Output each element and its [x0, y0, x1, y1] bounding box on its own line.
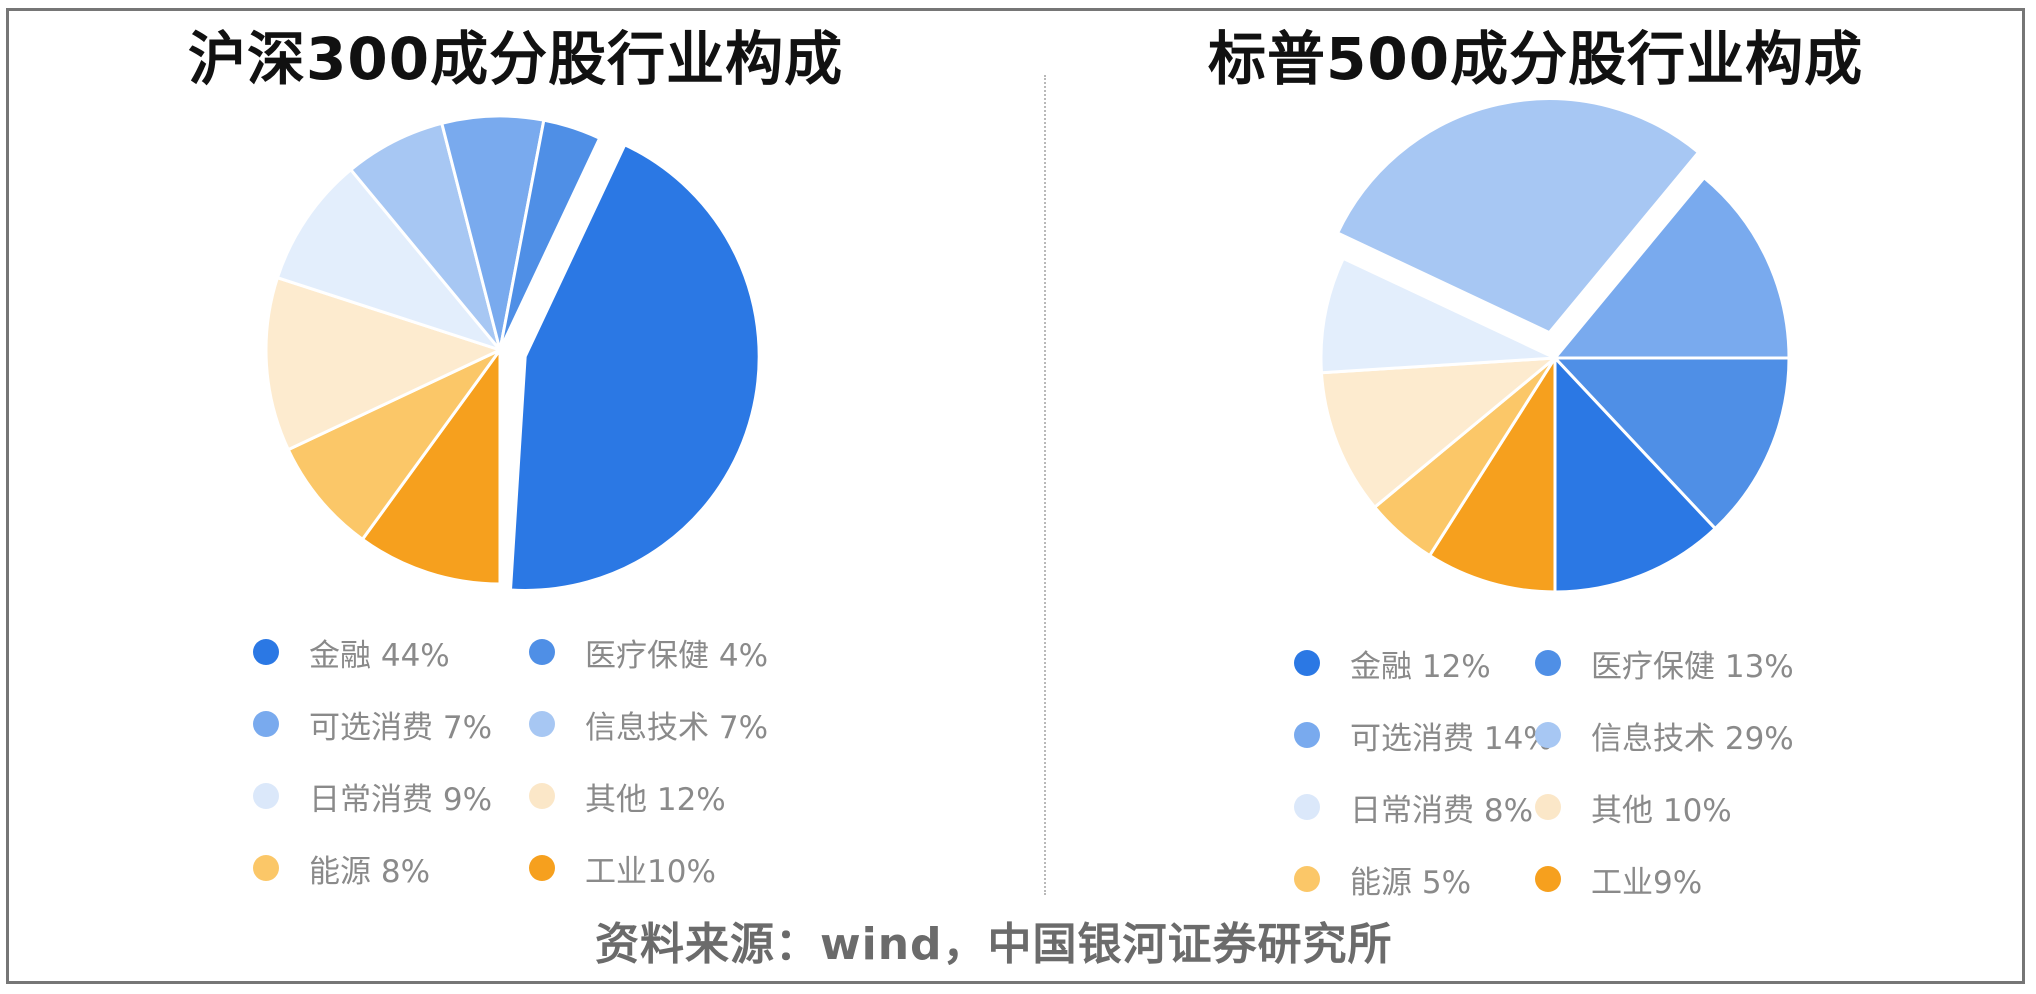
- legend-label: 工业9%: [1591, 864, 1703, 901]
- pie-slice: [440, 114, 546, 352]
- legend-label: 日常消费 8%: [1350, 792, 1534, 829]
- legend-dot-icon: [253, 639, 279, 665]
- legend-dot-icon: [1294, 722, 1320, 748]
- pie-slice: [1319, 356, 1557, 509]
- pie-slice: [498, 118, 602, 352]
- legend-dot-icon: [253, 711, 279, 737]
- legend-dot-icon: [529, 783, 555, 809]
- pie-slice: [1319, 256, 1557, 375]
- legend-dot-icon: [529, 711, 555, 737]
- pie-slice: [349, 121, 502, 352]
- pie-slice: [1553, 176, 1791, 360]
- pie-chart-csi300: [264, 114, 761, 592]
- legend-label: 日常消费 9%: [309, 781, 493, 818]
- legend-item: 信息技术 29%: [1535, 715, 1794, 757]
- data-source-note: 资料来源：wind，中国银河证券研究所: [595, 919, 1393, 970]
- legend-dot-icon: [1294, 866, 1320, 892]
- legend-item: 日常消费 9%: [253, 776, 493, 818]
- legend-dot-icon: [529, 855, 555, 881]
- legend-label: 其他 12%: [585, 781, 726, 818]
- pie-slice: [286, 348, 502, 541]
- legend-item: 工业10%: [529, 848, 716, 890]
- legend-item: 医疗保健 13%: [1535, 643, 1794, 685]
- pie-chart-sp500: [1319, 97, 1791, 594]
- legend-item: 可选消费 7%: [253, 704, 493, 746]
- legend-dot-icon: [253, 783, 279, 809]
- legend-label: 可选消费 7%: [309, 709, 493, 746]
- legend-label: 金融 12%: [1350, 648, 1491, 685]
- legend-item: 能源 8%: [253, 848, 431, 890]
- legend-label: 金融 44%: [309, 637, 450, 674]
- pie-slice: [1336, 97, 1700, 335]
- legend-item: 其他 12%: [529, 776, 726, 818]
- legend-label: 可选消费 14%: [1350, 720, 1553, 757]
- legend-item: 可选消费 14%: [1294, 715, 1553, 757]
- legend-label: 其他 10%: [1591, 792, 1732, 829]
- chart-title-csi300: 沪深300成分股行业构成: [188, 25, 844, 93]
- pie-slice: [1553, 356, 1717, 594]
- legend-dot-icon: [1294, 794, 1320, 820]
- legend-dot-icon: [1535, 866, 1561, 892]
- legend-item: 其他 10%: [1535, 787, 1732, 829]
- legend-item: 金融 44%: [253, 632, 450, 674]
- legend-item: 信息技术 7%: [529, 704, 769, 746]
- pie-slice: [264, 276, 502, 452]
- legend-item: 工业9%: [1535, 859, 1703, 901]
- legend-label: 工业10%: [585, 853, 716, 890]
- legend-dot-icon: [253, 855, 279, 881]
- legend-label: 医疗保健 4%: [585, 637, 769, 674]
- legend-item: 金融 12%: [1294, 643, 1491, 685]
- legend-label: 能源 8%: [309, 853, 431, 890]
- legend-item: 医疗保健 4%: [529, 632, 769, 674]
- legend-dot-icon: [1535, 794, 1561, 820]
- chart-title-sp500: 标普500成分股行业构成: [1208, 25, 1864, 93]
- legend-item: 日常消费 8%: [1294, 787, 1534, 829]
- legend-label: 能源 5%: [1350, 864, 1472, 901]
- legend-dot-icon: [1535, 650, 1561, 676]
- legend-item: 能源 5%: [1294, 859, 1472, 901]
- legend-label: 信息技术 7%: [585, 709, 769, 746]
- chart-divider: [1044, 75, 1046, 895]
- legend-dot-icon: [1535, 722, 1561, 748]
- pie-slice: [1428, 356, 1557, 594]
- legend-dot-icon: [529, 639, 555, 665]
- legend-label: 医疗保健 13%: [1591, 648, 1794, 685]
- pie-slice: [1553, 356, 1791, 531]
- legend-dot-icon: [1294, 650, 1320, 676]
- pie-slice: [508, 143, 761, 592]
- pie-slice: [360, 348, 502, 586]
- legend-label: 信息技术 29%: [1591, 720, 1794, 757]
- pie-slice: [275, 168, 502, 352]
